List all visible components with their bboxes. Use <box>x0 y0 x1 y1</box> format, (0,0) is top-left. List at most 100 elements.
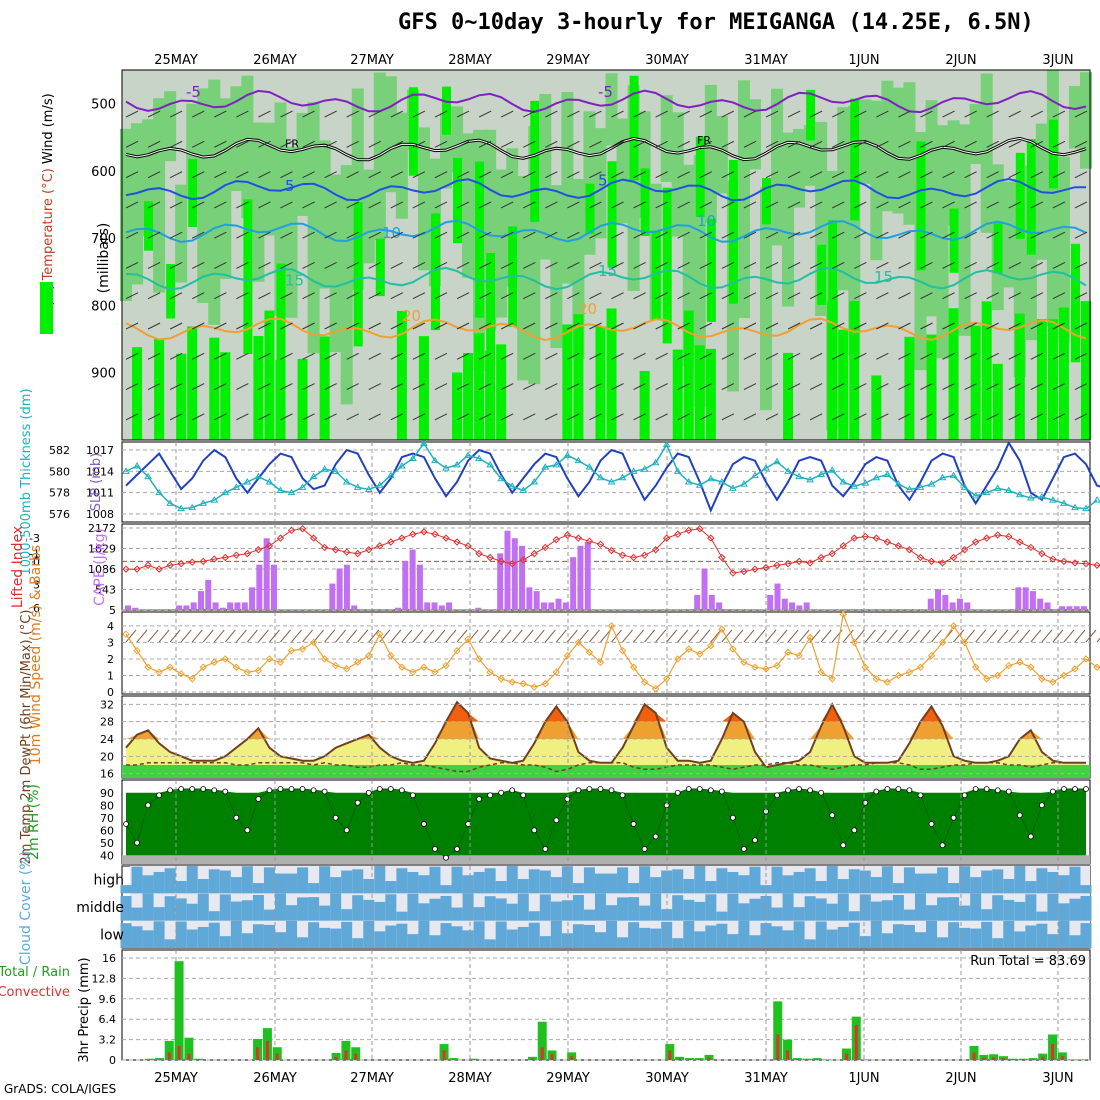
wind-barb-45 <box>622 629 633 643</box>
upper-wind-barb <box>125 231 139 239</box>
li-point-48 <box>651 546 660 554</box>
upper-wind-barb <box>721 201 735 209</box>
cloud-bar <box>286 905 298 921</box>
cloud-bar <box>473 921 485 948</box>
rh-band-bright-53 <box>706 218 716 322</box>
li-point-7 <box>199 557 207 566</box>
cape-bar-40 <box>416 564 423 610</box>
upper-wind-barb <box>478 140 492 148</box>
upper-wind-barb <box>324 231 337 239</box>
cape-bar-66 <box>606 609 613 610</box>
cloud-bar <box>771 926 783 948</box>
precip-conv-bar-94 <box>1051 1044 1055 1060</box>
thickness-point-40 <box>563 451 572 458</box>
rh-point-7 <box>200 786 207 792</box>
upper-wind-barb <box>169 262 183 269</box>
cloud-bar <box>992 938 1004 948</box>
upper-wind-barb <box>677 231 690 239</box>
cloud-bar <box>815 880 827 894</box>
cloud-bar <box>374 866 386 894</box>
thickness-point-29 <box>442 464 450 471</box>
upper-wind-barb <box>125 413 139 421</box>
precip-total-bar-56 <box>675 1056 685 1060</box>
cloud-bar <box>1003 899 1015 921</box>
cape-bar-43 <box>438 605 445 610</box>
rh-band-bright-72 <box>916 141 926 271</box>
cape-bar-64 <box>592 609 599 610</box>
upper-wind-barb <box>964 262 977 269</box>
cape-bar-105 <box>891 609 898 610</box>
rh-band-low-13 <box>264 310 275 440</box>
cloud-bar <box>484 896 496 921</box>
rh-point-86 <box>1072 786 1078 792</box>
rh-band-mid-80 <box>1002 181 1015 288</box>
li-point-52 <box>696 525 704 533</box>
upper-wind-barb <box>898 110 911 118</box>
cloud-bar <box>694 866 706 894</box>
upper-wind-barb <box>655 352 668 360</box>
cloud-bar <box>164 868 176 894</box>
precip-conv-bar-91 <box>1021 1059 1025 1060</box>
upper-wind-barb <box>390 322 404 330</box>
wind-barb-72 <box>920 629 931 643</box>
upper-wind-barb <box>831 110 845 118</box>
cloud-bar <box>341 921 353 948</box>
rh-band-mid-4 <box>164 91 177 162</box>
contour-label-2: FR <box>285 137 299 150</box>
cloud-bar <box>948 897 960 921</box>
precip-conv-bar-32 <box>442 1050 446 1060</box>
wind-point-29 <box>442 661 450 670</box>
wind-point-56 <box>740 658 748 666</box>
cloud-bar <box>705 894 717 921</box>
rh-band-bright-2 <box>144 201 154 251</box>
cloud-bar <box>903 924 915 948</box>
cape-bar-10 <box>197 591 204 610</box>
wind-point-86 <box>1071 665 1079 673</box>
upper-wind-barb <box>567 201 580 209</box>
li-point-73 <box>927 557 936 566</box>
cloud-bar <box>881 900 893 921</box>
slp-ytick-2: 1014 <box>86 465 114 478</box>
upper-wind-barb <box>831 171 845 179</box>
rh-point-81 <box>1016 812 1023 819</box>
upper-wind-barb <box>324 262 337 269</box>
rh-point-11 <box>244 827 251 834</box>
upper-wind-barb <box>169 352 183 360</box>
cloud-bar <box>319 866 331 894</box>
upper-wind-barb <box>611 231 624 239</box>
cloud-bar <box>495 898 507 921</box>
precip-conv-bar-90 <box>1011 1059 1015 1060</box>
rh-band-low-3 <box>154 338 165 440</box>
thickness-point-41 <box>574 456 583 464</box>
thick-ytick-1: 578 <box>49 487 70 500</box>
cloud-bar <box>617 897 629 921</box>
cape-bar-60 <box>562 602 569 610</box>
thickness-point-57 <box>751 471 759 479</box>
precip-legend-total: Total / Rain <box>0 965 70 980</box>
upper-wind-barb <box>942 413 955 421</box>
rh-band-mid-18 <box>318 140 331 289</box>
upper-wind-barb <box>390 383 404 390</box>
upper-wind-barb <box>743 140 757 148</box>
cape-bar-79 <box>701 568 708 610</box>
upper-wind-barb <box>1052 292 1066 300</box>
li-ytick-2: 0 <box>33 555 40 568</box>
upper-wind-barb <box>523 140 536 148</box>
cloud-bar <box>672 895 684 921</box>
li-point-47 <box>640 551 649 559</box>
upper-wind-barb <box>721 110 735 118</box>
precip-conv-bar-33 <box>452 1059 456 1060</box>
upper-wind-barb <box>280 201 293 209</box>
rh-point-6 <box>189 786 196 792</box>
cape-bar-20 <box>270 564 277 610</box>
rh-point-60 <box>785 787 791 794</box>
li-point-16 <box>298 525 307 533</box>
date-label-top-5: 30MAY <box>645 53 689 68</box>
upper-wind-barb <box>809 231 823 239</box>
li-point-50 <box>674 530 682 538</box>
wind-barb-16 <box>302 629 313 643</box>
precip-total-bar-3 <box>154 1058 164 1060</box>
wind-barb-5 <box>180 629 192 643</box>
upper-wind-barb <box>258 110 271 118</box>
cloud-bar <box>374 901 386 921</box>
